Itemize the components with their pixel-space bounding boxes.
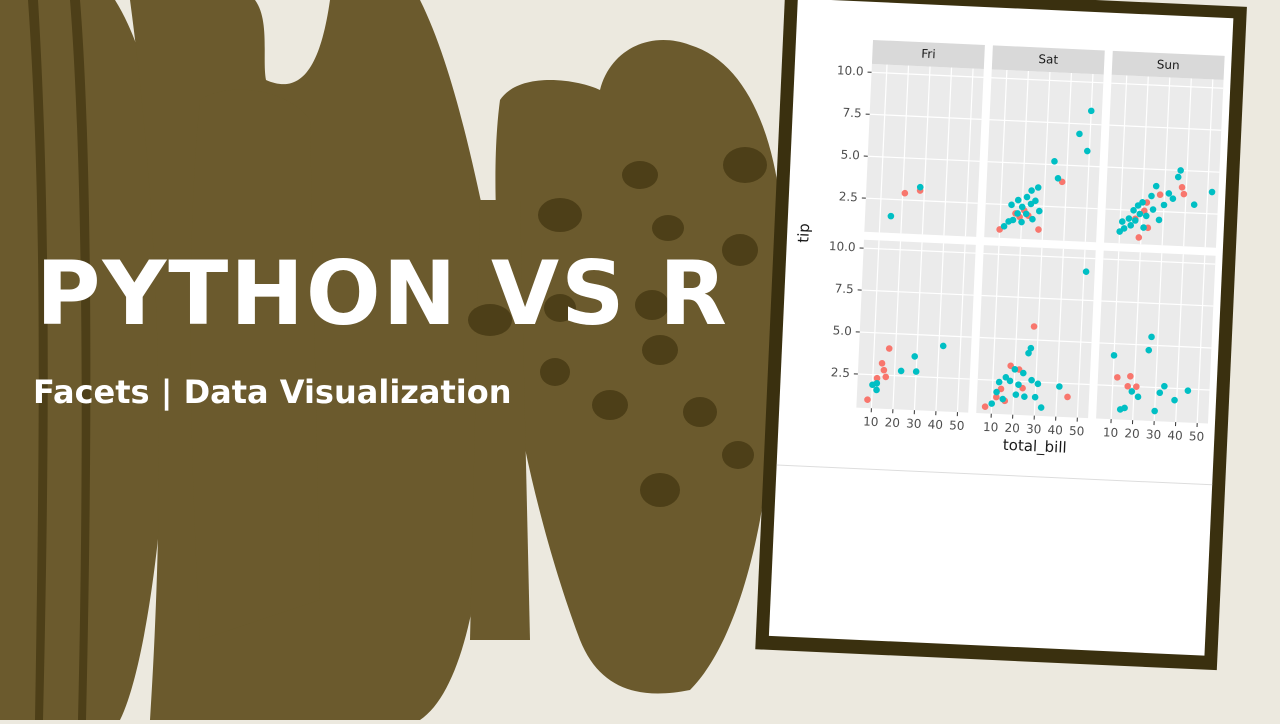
- x-tick-label: 20: [1124, 426, 1140, 441]
- chart-frame: Fri 2.5 5.0 7.5 10.0 Sat Sun 2.5 5.0 7.5 10.0 10 20 3…: [755, 0, 1247, 670]
- y-tick-label: 2.5: [830, 365, 850, 380]
- x-tick-label: 10: [1103, 425, 1119, 440]
- title: PYTHON VS R: [36, 242, 729, 345]
- x-tick-label: 50: [1069, 424, 1085, 439]
- y-tick-label: 10.0: [837, 63, 864, 78]
- x-tick-label: 40: [1167, 428, 1183, 443]
- subtitle: Facets | Data Visualization: [33, 373, 512, 412]
- y-tick-label: 5.0: [840, 148, 860, 163]
- x-tick-label: 30: [906, 416, 922, 431]
- y-tick-label: 2.5: [838, 189, 858, 204]
- x-tick-label: 30: [1026, 422, 1042, 437]
- strip-label: Fri: [921, 47, 936, 62]
- x-tick-label: 20: [1004, 421, 1020, 436]
- y-tick-label: 7.5: [834, 281, 854, 296]
- x-tick-label: 50: [1189, 429, 1205, 444]
- y-tick-label: 10.0: [829, 239, 856, 254]
- x-tick-label: 10: [983, 420, 999, 435]
- y-axis-label: tip: [794, 223, 813, 243]
- y-tick-label: 7.5: [842, 106, 862, 121]
- y-tick-label: 5.0: [832, 323, 852, 338]
- x-tick-label: 10: [863, 414, 879, 429]
- x-tick-label: 40: [927, 417, 943, 432]
- strip-label: Sat: [1038, 52, 1059, 67]
- x-tick-label: 50: [949, 418, 965, 433]
- strip-label: Sun: [1156, 57, 1179, 72]
- x-tick-label: 30: [1146, 427, 1162, 442]
- x-tick-label: 40: [1047, 423, 1063, 438]
- x-tick-label: 20: [884, 415, 900, 430]
